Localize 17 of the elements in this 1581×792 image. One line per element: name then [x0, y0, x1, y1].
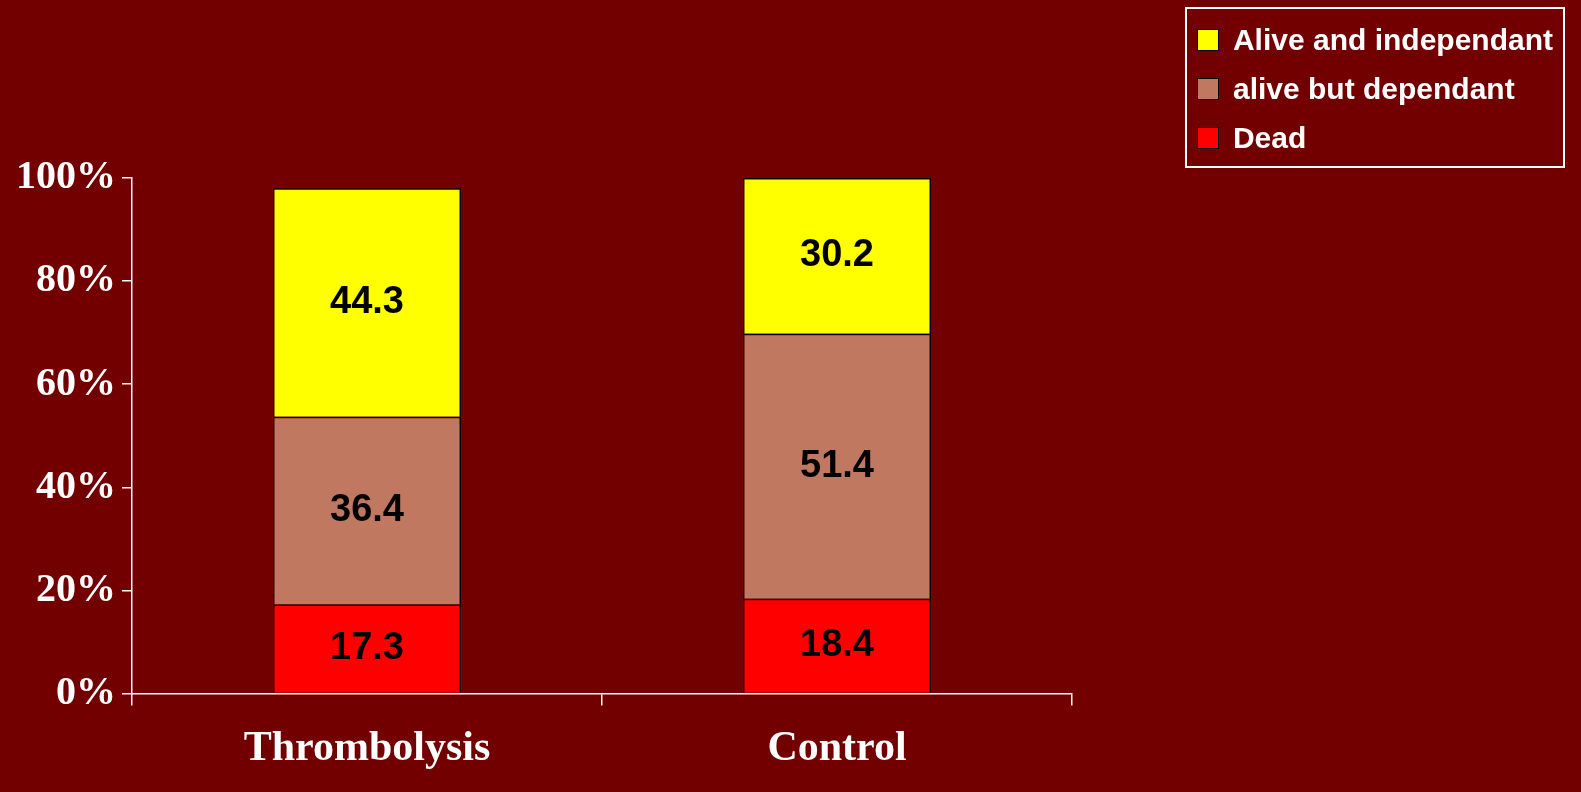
x-tick-label: Control [767, 722, 907, 769]
data-label: 36.4 [330, 487, 404, 530]
y-tick-label: 80% [36, 255, 116, 301]
y-tick-label: 40% [36, 461, 116, 507]
legend-label: Dead [1232, 120, 1307, 155]
x-tick-label: Thrombolysis [243, 722, 491, 769]
y-tick-label: 0% [56, 667, 116, 713]
data-label: 51.4 [800, 442, 874, 485]
data-label: 30.2 [800, 232, 874, 275]
legend-label: Alive and independant [1232, 22, 1553, 57]
y-tick-label: 20% [36, 564, 116, 610]
y-tick-label: 60% [36, 358, 116, 404]
data-label: 17.3 [330, 625, 404, 668]
y-tick-label: 100% [16, 152, 116, 198]
data-label: 44.3 [330, 279, 404, 321]
data-label: 18.4 [800, 622, 874, 665]
legend-label: alive but dependant [1232, 71, 1515, 106]
